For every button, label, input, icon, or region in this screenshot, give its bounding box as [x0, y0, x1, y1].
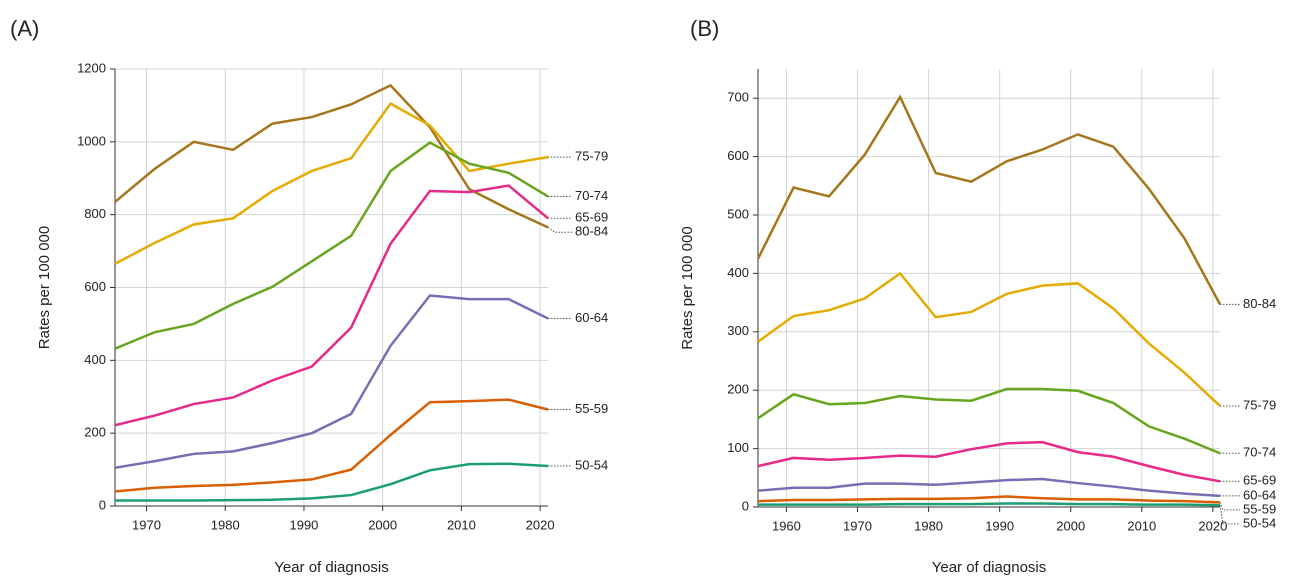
series-label: 70-74	[575, 188, 608, 203]
series-label: 80-84	[575, 224, 608, 239]
y-tick-label: 400	[727, 265, 749, 280]
label-leader	[1219, 502, 1240, 511]
line-series	[114, 294, 549, 469]
line-series	[756, 94, 1222, 305]
series-label: 75-79	[575, 149, 608, 164]
line-series	[758, 502, 1221, 507]
series-label: 60-64	[575, 310, 608, 325]
line-series	[114, 398, 549, 493]
y-tick-label: 600	[84, 279, 106, 294]
y-tick-label: 200	[84, 425, 106, 440]
panel-label: (A)	[10, 16, 39, 41]
line-series	[114, 184, 549, 427]
x-tick-label: 2000	[368, 517, 397, 532]
y-tick-label: 300	[727, 323, 749, 338]
x-axis-label: Year of diagnosis	[274, 559, 389, 576]
series-label: 65-69	[575, 210, 608, 225]
x-tick-label: 2020	[526, 517, 555, 532]
x-axis-label: Year of diagnosis	[932, 559, 1047, 576]
series-label: 50-54	[1243, 515, 1276, 530]
x-tick-label: 1990	[985, 518, 1014, 533]
x-tick-label: 2020	[1198, 518, 1227, 533]
line-series	[114, 141, 549, 350]
line-series	[757, 440, 1221, 483]
y-axis-label: Rates per 100 000	[679, 226, 696, 349]
line-series	[114, 101, 549, 265]
panel-label: (B)	[690, 16, 719, 41]
label-leader	[547, 227, 572, 233]
line-series	[115, 462, 549, 502]
label-leader	[1219, 505, 1240, 525]
line-series	[757, 495, 1221, 504]
x-tick-label: 2000	[1056, 518, 1085, 533]
x-tick-label: 1980	[211, 517, 240, 532]
y-tick-label: 1000	[77, 133, 106, 148]
series-label: 75-79	[1243, 397, 1276, 412]
x-tick-label: 1970	[132, 517, 161, 532]
series-label: 55-59	[1243, 501, 1276, 516]
line-series	[114, 83, 549, 229]
line-series	[757, 271, 1221, 407]
y-tick-label: 1200	[77, 60, 106, 75]
x-tick-label: 1990	[289, 517, 318, 532]
series-label: 80-84	[1243, 296, 1276, 311]
y-tick-label: 700	[727, 90, 749, 105]
y-tick-label: 400	[84, 352, 106, 367]
y-tick-label: 600	[727, 148, 749, 163]
y-tick-label: 800	[84, 206, 106, 221]
x-tick-label: 2010	[447, 517, 476, 532]
y-tick-label: 0	[99, 497, 106, 512]
x-tick-label: 1980	[914, 518, 943, 533]
line-series	[757, 387, 1221, 455]
line-series	[757, 477, 1221, 498]
y-axis-label: Rates per 100 000	[36, 226, 53, 349]
y-tick-label: 0	[742, 498, 749, 513]
x-tick-label: 2010	[1127, 518, 1156, 533]
series-label: 50-54	[575, 457, 608, 472]
x-tick-label: 1970	[843, 518, 872, 533]
y-tick-label: 100	[727, 440, 749, 455]
series-label: 55-59	[575, 401, 608, 416]
series-label: 70-74	[1243, 445, 1276, 460]
y-tick-label: 500	[727, 206, 749, 221]
y-tick-label: 200	[727, 382, 749, 397]
series-label: 65-69	[1243, 473, 1276, 488]
series-label: 60-64	[1243, 487, 1276, 502]
x-tick-label: 1960	[772, 518, 801, 533]
